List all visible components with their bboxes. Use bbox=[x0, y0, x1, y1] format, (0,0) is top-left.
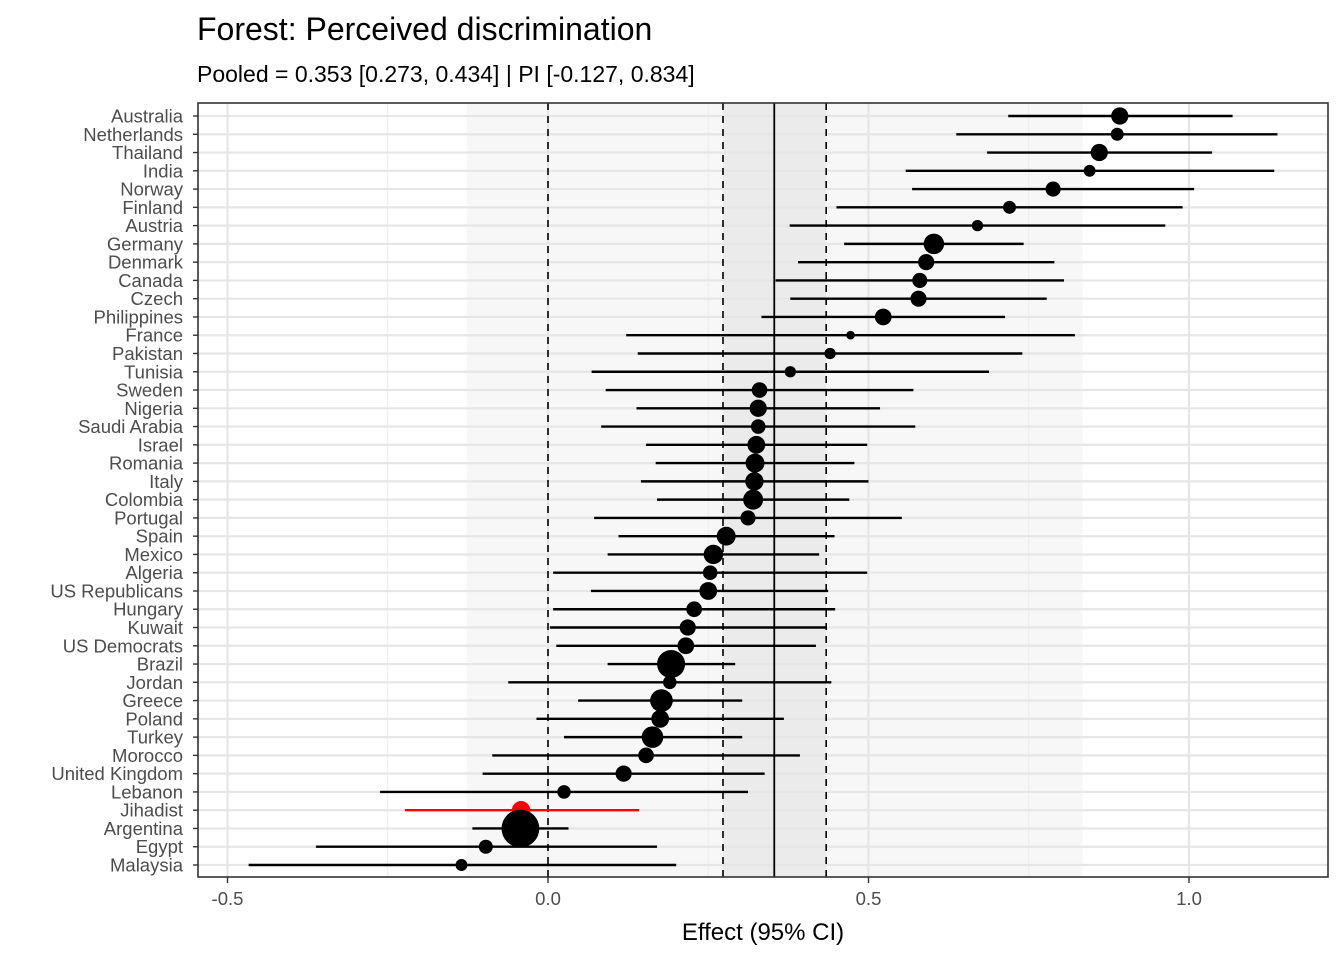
effect-point bbox=[747, 435, 766, 454]
effect-point bbox=[478, 839, 493, 854]
effect-point bbox=[923, 233, 945, 255]
effect-point bbox=[703, 544, 724, 565]
effect-point bbox=[918, 254, 935, 271]
y-tick-label: Spain bbox=[136, 526, 183, 547]
y-tick-label: Portugal bbox=[114, 507, 183, 528]
x-tick-label: 0.0 bbox=[535, 888, 561, 909]
y-tick-label: Romania bbox=[109, 453, 184, 474]
effect-point bbox=[824, 347, 836, 360]
y-tick-label: Pakistan bbox=[112, 343, 183, 364]
y-tick-label: Turkey bbox=[127, 727, 184, 748]
x-tick-label: 0.5 bbox=[856, 888, 882, 909]
effect-point bbox=[1111, 107, 1129, 125]
effect-point bbox=[745, 472, 764, 491]
x-axis-ticks: -0.5 0.0 0.5 1.0 bbox=[212, 877, 1202, 909]
effect-point bbox=[663, 675, 677, 690]
effect-point bbox=[615, 765, 632, 782]
effect-point bbox=[910, 290, 927, 307]
effect-point bbox=[751, 382, 768, 398]
y-tick-label: Nigeria bbox=[124, 398, 183, 419]
y-tick-label: Netherlands bbox=[83, 124, 183, 145]
x-tick-label: 1.0 bbox=[1176, 888, 1202, 909]
effect-point bbox=[1110, 127, 1124, 141]
y-tick-label: Australia bbox=[111, 106, 184, 127]
y-tick-label: Italy bbox=[149, 471, 184, 492]
effect-point bbox=[749, 399, 767, 417]
x-axis-label: Effect (95% CI) bbox=[682, 919, 844, 946]
effect-point bbox=[784, 366, 796, 378]
effect-point bbox=[557, 785, 571, 799]
y-tick-label: US Republicans bbox=[50, 580, 183, 601]
effect-point bbox=[971, 219, 984, 232]
effect-point bbox=[651, 709, 670, 728]
y-tick-label: Hungary bbox=[113, 599, 184, 620]
effect-point bbox=[846, 330, 855, 340]
y-tick-label: Thailand bbox=[112, 142, 183, 163]
effect-point bbox=[1083, 164, 1096, 177]
effect-point bbox=[677, 637, 695, 655]
y-tick-label: Tunisia bbox=[124, 361, 184, 382]
effect-point bbox=[1045, 181, 1061, 197]
y-tick-label: Argentina bbox=[104, 818, 184, 839]
chart-subtitle: Pooled = 0.353 [0.273, 0.434] | PI [-0.1… bbox=[197, 61, 695, 87]
plot-panel bbox=[197, 102, 1329, 878]
effect-point bbox=[657, 650, 686, 679]
y-tick-label: Norway bbox=[120, 179, 183, 200]
effect-point bbox=[702, 565, 718, 580]
y-tick-label: United Kingdom bbox=[51, 763, 183, 784]
y-tick-label: Austria bbox=[125, 215, 183, 236]
x-tick-label: -0.5 bbox=[212, 888, 244, 909]
chart-title: Forest: Perceived discrimination bbox=[197, 11, 652, 47]
effect-point bbox=[874, 308, 892, 326]
y-tick-label: Morocco bbox=[112, 745, 183, 766]
effect-point bbox=[686, 601, 702, 618]
effect-point bbox=[1003, 200, 1017, 214]
effect-point bbox=[743, 489, 764, 510]
y-tick-label: France bbox=[125, 325, 183, 346]
y-tick-label: Israel bbox=[138, 434, 183, 455]
effect-point bbox=[641, 726, 664, 748]
effect-point bbox=[745, 453, 765, 473]
y-tick-label: Denmark bbox=[108, 252, 184, 273]
y-tick-label: Germany bbox=[107, 233, 184, 254]
effect-point bbox=[1090, 143, 1108, 162]
y-tick-label: Saudi Arabia bbox=[78, 416, 184, 437]
effect-point bbox=[716, 526, 736, 546]
y-tick-label: Egypt bbox=[136, 836, 183, 857]
panel-border bbox=[197, 102, 1329, 878]
y-tick-label: Malaysia bbox=[110, 855, 184, 876]
effect-point bbox=[679, 619, 696, 636]
y-tick-label: Mexico bbox=[124, 544, 183, 565]
y-tick-label: Canada bbox=[118, 270, 184, 291]
y-tick-label: Greece bbox=[122, 690, 183, 711]
effect-point bbox=[638, 747, 654, 764]
effect-point bbox=[650, 689, 673, 712]
effect-point bbox=[501, 809, 540, 848]
y-tick-label: Kuwait bbox=[127, 617, 183, 638]
effect-point bbox=[912, 272, 928, 288]
y-axis-tick-labels: AustraliaNetherlandsThailandIndiaNorwayF… bbox=[50, 106, 198, 876]
y-tick-label: Lebanon bbox=[111, 781, 183, 802]
y-tick-label: Jordan bbox=[126, 672, 183, 693]
y-tick-label: Sweden bbox=[116, 380, 183, 401]
effect-point bbox=[740, 510, 756, 526]
y-tick-label: India bbox=[143, 160, 184, 181]
y-tick-label: Philippines bbox=[94, 306, 183, 327]
y-tick-label: US Democrats bbox=[63, 635, 183, 656]
y-tick-label: Finland bbox=[122, 197, 183, 218]
y-tick-label: Czech bbox=[131, 288, 183, 309]
study-marks bbox=[248, 107, 1278, 871]
effect-point bbox=[699, 582, 718, 600]
effect-point bbox=[750, 419, 766, 434]
y-tick-label: Poland bbox=[125, 708, 183, 729]
y-tick-label: Colombia bbox=[105, 489, 184, 510]
effect-point bbox=[455, 859, 468, 871]
y-tick-label: Brazil bbox=[137, 654, 183, 675]
y-tick-label: Algeria bbox=[125, 562, 183, 583]
y-tick-label: Jihadist bbox=[120, 800, 183, 821]
